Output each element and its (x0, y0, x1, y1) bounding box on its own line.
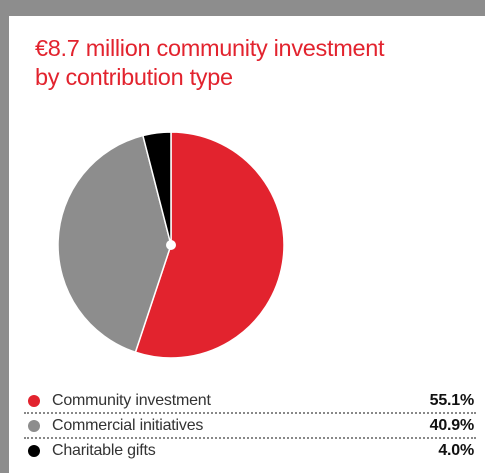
legend-value: 55.1% (429, 392, 475, 409)
dotted-divider (24, 412, 476, 414)
legend-item-charitable-gifts: Charitable gifts 4.0% (24, 440, 476, 465)
left-border (0, 16, 9, 473)
legend-swatch-commercial-initiatives (28, 420, 40, 432)
pie-slice-charitable-gifts (141, 131, 172, 246)
top-border (0, 0, 485, 16)
legend-label: Community investment (52, 392, 211, 409)
legend-value: 4.0% (438, 442, 474, 459)
dotted-divider (24, 437, 476, 439)
legend: Community investment 55.1% Commercial in… (24, 390, 476, 465)
legend-swatch-community-investment (28, 395, 40, 407)
pie-chart (57, 131, 285, 359)
legend-value: 40.9% (429, 417, 475, 434)
legend-label: Charitable gifts (52, 442, 156, 459)
chart-title: €8.7 million community investment by con… (35, 34, 455, 92)
chart-title-line-1: €8.7 million community investment (35, 35, 385, 61)
pie-center-hub (166, 240, 176, 250)
legend-item-commercial-initiatives: Commercial initiatives 40.9% (24, 415, 476, 440)
legend-item-community-investment: Community investment 55.1% (24, 390, 476, 415)
pie-slice-community-investment (134, 131, 285, 359)
chart-title-line-2: by contribution type (35, 64, 233, 90)
pie-slice-commercial-initiatives (57, 134, 172, 354)
legend-label: Commercial initiatives (52, 417, 204, 434)
legend-swatch-charitable-gifts (28, 445, 40, 457)
